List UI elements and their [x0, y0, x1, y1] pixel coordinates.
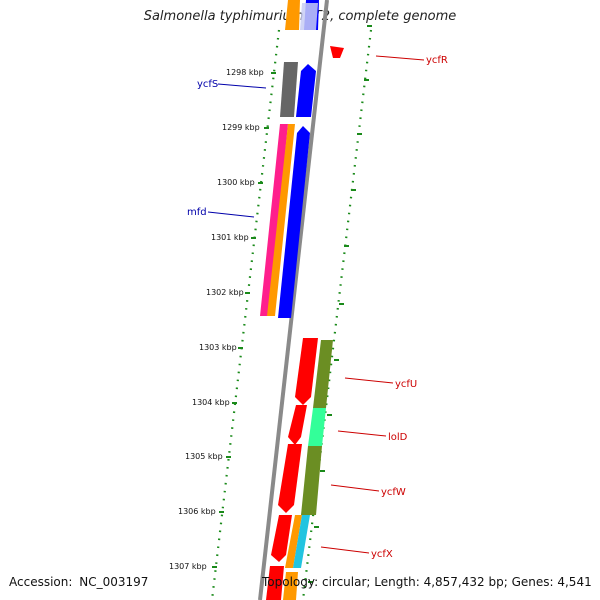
accession-value: NC_003197	[79, 575, 149, 589]
gene-ycfW	[301, 446, 322, 515]
genes-label: Genes:	[511, 575, 554, 589]
leader-line-mfd	[207, 211, 255, 218]
gene-ycfX	[293, 515, 310, 568]
leader-line-ycfU	[344, 377, 394, 384]
leader-line-lolD	[337, 430, 387, 437]
gene-orange-lower	[285, 515, 302, 568]
gene-red-1	[295, 338, 318, 405]
gene-red-4	[271, 515, 292, 562]
kbp-label: 1299 kbp	[222, 123, 260, 132]
leader-line-ycfW	[330, 484, 380, 492]
gene-label-ycfW: ycfW	[381, 487, 406, 498]
kbp-label: 1301 kbp	[211, 233, 249, 242]
genome-backbone	[258, 0, 329, 600]
gene-red-5	[266, 566, 284, 600]
kbp-label: 1303 kbp	[199, 343, 237, 352]
topology-label: Topology:	[262, 575, 319, 589]
accession-info: Accession: NC_003197	[9, 575, 148, 589]
gene-label-mfd: mfd	[187, 207, 207, 218]
gene-ycfS	[296, 64, 316, 117]
gene-gray	[280, 62, 298, 117]
gene-label-ycfX: ycfX	[371, 549, 393, 560]
left-tick-marks	[212, 72, 276, 568]
length-value: 4,857,432 bp	[423, 575, 504, 589]
genes-value: 4,541	[557, 575, 592, 589]
leader-line-ycfR	[375, 55, 425, 61]
kbp-label: 1298 kbp	[226, 68, 264, 77]
leader-line-ycfX	[320, 546, 370, 554]
gene-orange-bottom	[283, 572, 298, 600]
gene-lightblue-top	[300, 3, 318, 30]
gene-orange-top	[285, 0, 300, 30]
gene-label-ycfU: ycfU	[395, 379, 417, 390]
leader-line-ycfS	[217, 83, 267, 89]
gene-red-2	[288, 405, 307, 445]
gene-pink	[260, 124, 288, 316]
gene-mfd	[278, 126, 310, 318]
right-tick-marks	[308, 25, 372, 583]
gene-label-ycfS: ycfS	[197, 79, 218, 90]
gene-ycfU	[313, 340, 333, 408]
accession-label: Accession:	[9, 575, 73, 589]
gene-ycfR-arrow	[330, 46, 344, 58]
gene-orange	[267, 124, 295, 316]
genome-stats: Topology: circular; Length: 4,857,432 bp…	[262, 575, 592, 589]
kbp-label: 1306 kbp	[178, 507, 216, 516]
gene-label-ycfR: ycfR	[426, 55, 448, 66]
genome-title: Salmonella typhimurium LT2, complete gen…	[143, 9, 457, 24]
kbp-label: 1302 kbp	[206, 288, 244, 297]
topology-value: circular	[321, 575, 367, 589]
kbp-label: 1305 kbp	[185, 452, 223, 461]
kbp-label: 1300 kbp	[217, 178, 255, 187]
kbp-label: 1307 kbp	[169, 562, 207, 571]
gene-red-3	[278, 444, 302, 513]
gene-label-lolD: lolD	[388, 432, 408, 443]
gene-lolD	[308, 408, 326, 446]
length-label: Length:	[374, 575, 420, 589]
kbp-label: 1304 kbp	[192, 398, 230, 407]
